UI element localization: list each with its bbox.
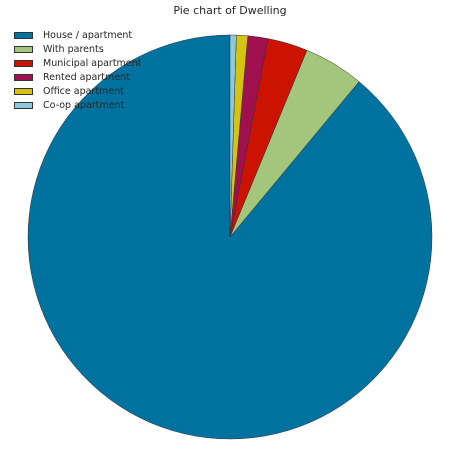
legend-swatch	[14, 31, 33, 39]
legend-swatch	[14, 45, 33, 53]
legend-item: Rented apartment	[14, 70, 141, 84]
legend-label: Office apartment	[43, 85, 124, 97]
legend-item: Municipal apartment	[14, 56, 141, 70]
pie-slices	[27, 34, 433, 440]
legend-swatch	[14, 73, 33, 81]
legend-label: Municipal apartment	[43, 57, 142, 69]
chart-legend: House / apartment With parents Municipal a…	[14, 28, 141, 112]
legend-item: House / apartment	[14, 28, 141, 42]
legend-label: With parents	[43, 43, 104, 55]
legend-item: Office apartment	[14, 84, 141, 98]
legend-item: Co-op apartment	[14, 98, 141, 112]
chart-title: Pie chart of Dwelling	[173, 4, 287, 17]
legend-swatch	[14, 101, 33, 109]
legend-swatch	[14, 59, 33, 67]
legend-label: Co-op apartment	[43, 99, 125, 111]
pie-slice-6	[229, 34, 237, 238]
legend-label: House / apartment	[43, 29, 133, 41]
legend-item: With parents	[14, 42, 141, 56]
legend-label: Rented apartment	[43, 71, 130, 83]
legend-swatch	[14, 87, 33, 95]
